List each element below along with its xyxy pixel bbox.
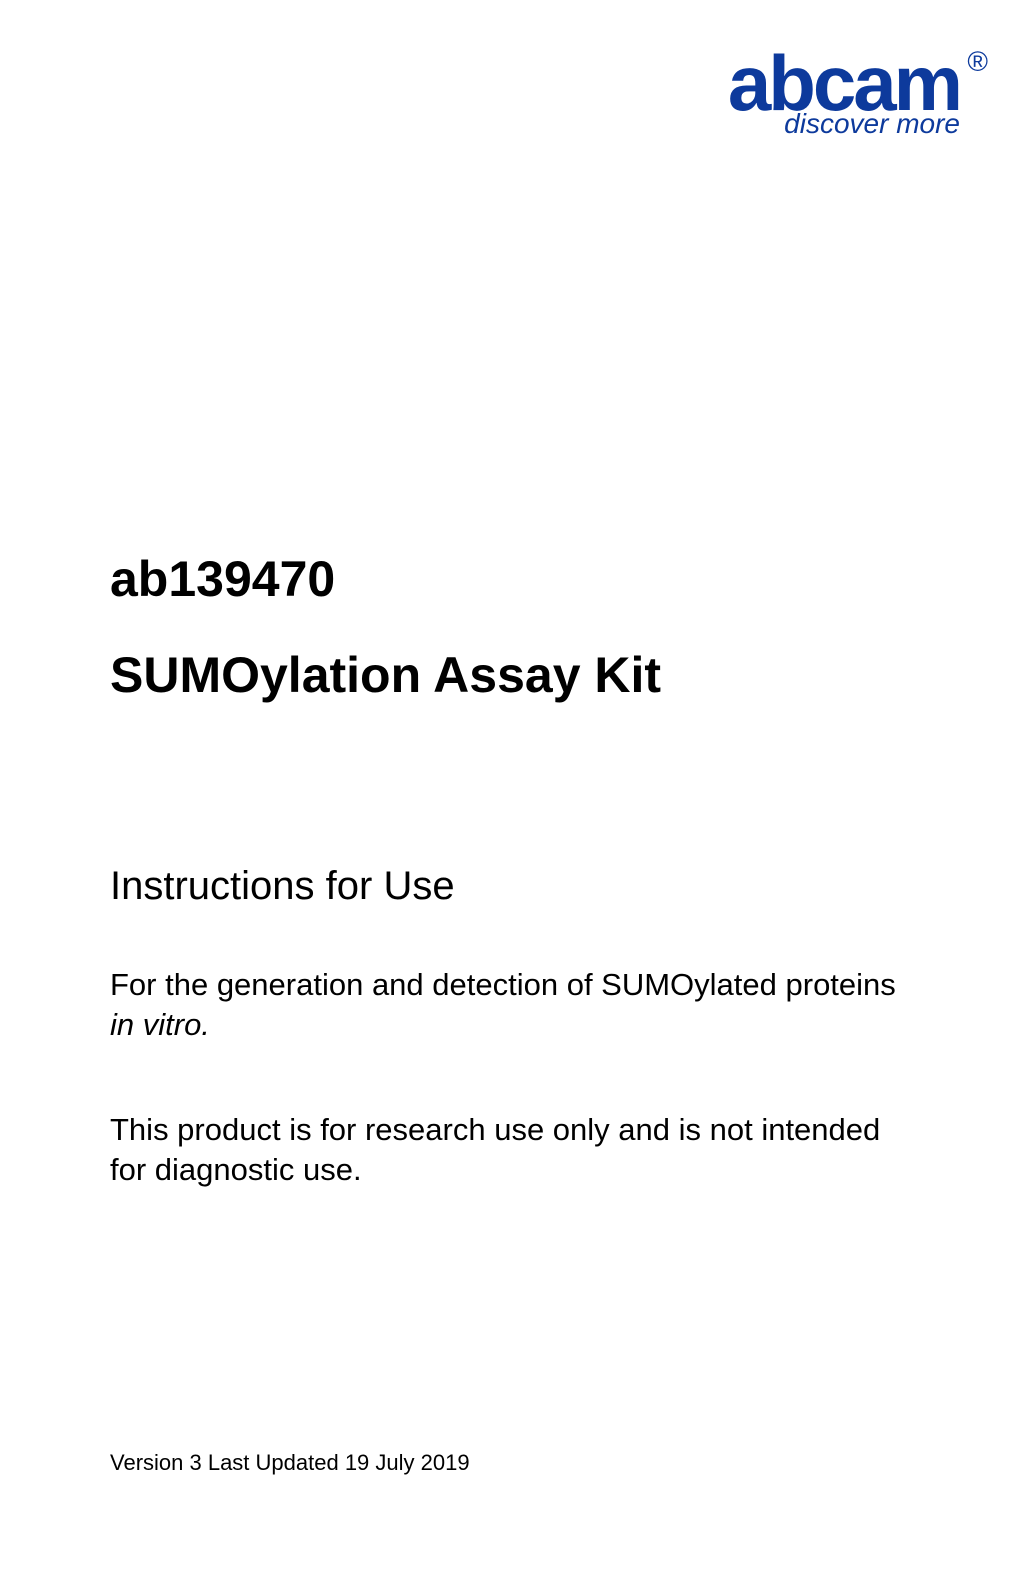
logo-main: abcam ® (728, 50, 960, 116)
product-title: SUMOylation Assay Kit (110, 646, 910, 704)
product-code: ab139470 (110, 550, 910, 608)
instructions-heading: Instructions for Use (110, 864, 910, 909)
description-prefix: For the generation and detection of SUMO… (110, 967, 896, 1002)
version-info: Version 3 Last Updated 19 July 2019 (110, 1450, 470, 1476)
logo-brand-text: abcam (728, 50, 960, 116)
disclaimer-text: This product is for research use only an… (110, 1110, 910, 1191)
brand-logo: abcam ® discover more (728, 50, 960, 140)
description-italic: in vitro. (110, 1007, 210, 1042)
registered-symbol: ® (967, 46, 988, 78)
document-content: ab139470 SUMOylation Assay Kit Instructi… (110, 550, 910, 1190)
product-description: For the generation and detection of SUMO… (110, 965, 910, 1046)
